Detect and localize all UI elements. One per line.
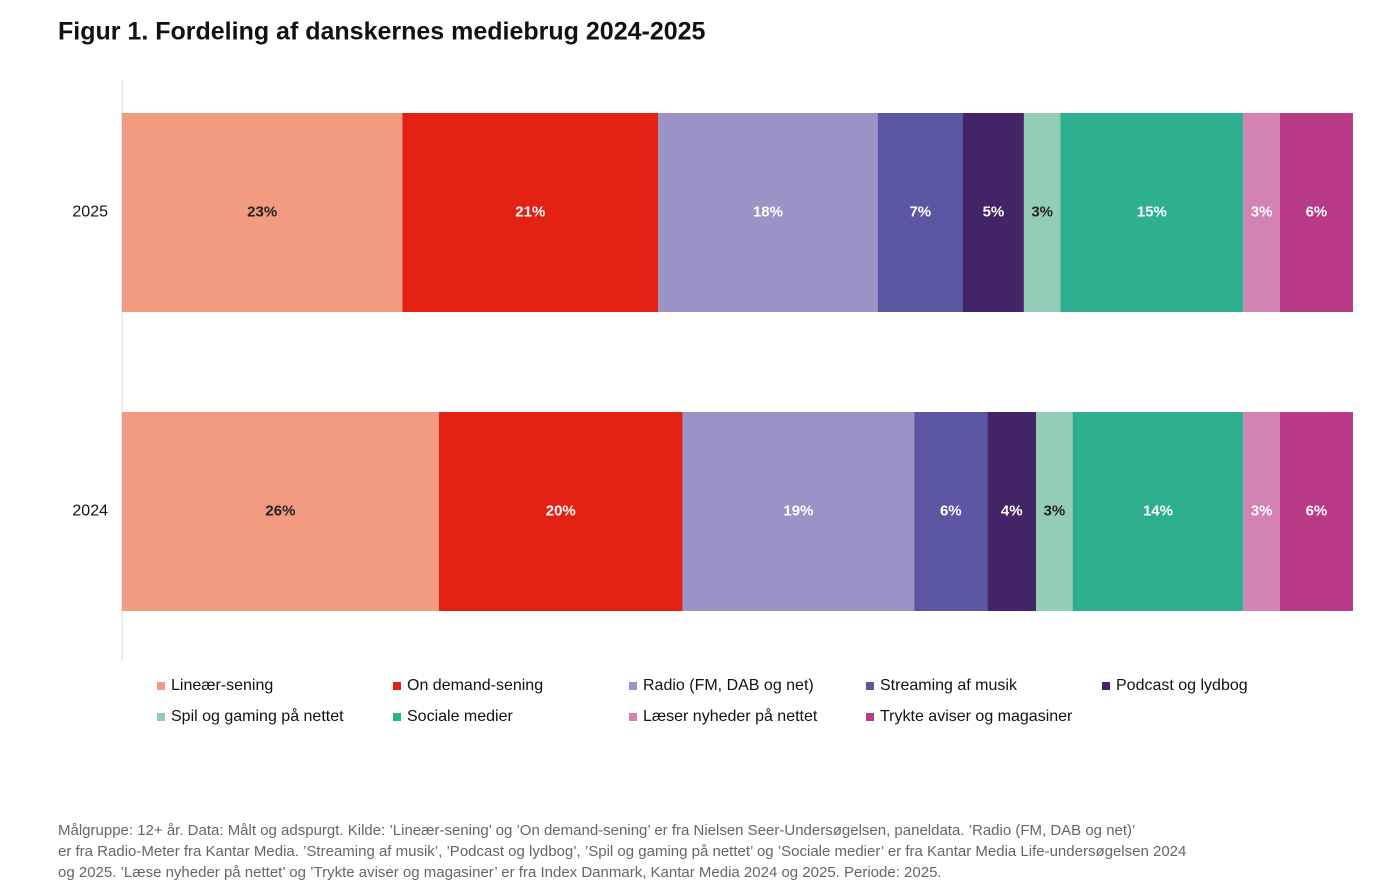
bar-segment — [1243, 113, 1280, 312]
bar-segment — [914, 412, 988, 611]
bar-segment — [402, 113, 659, 312]
legend-label: Podcast og lydbog — [1116, 677, 1248, 694]
legend-label: Trykte aviser og magasiner — [880, 708, 1073, 725]
legend-swatch — [866, 713, 874, 721]
data-label: 6% — [940, 502, 962, 519]
data-label: 5% — [983, 203, 1005, 220]
bar-segment — [962, 113, 1024, 312]
bar-segment — [438, 412, 683, 611]
legend-label: Lineær-sening — [171, 677, 273, 694]
bar-segment — [658, 113, 878, 312]
legend-swatch — [1102, 682, 1110, 690]
bar-segment — [1072, 412, 1244, 611]
y-tick-label: 2024 — [72, 503, 108, 520]
legend-swatch — [157, 682, 165, 690]
legend-swatch — [157, 713, 165, 721]
legend-swatch — [866, 682, 874, 690]
legend-swatch — [393, 682, 401, 690]
footnote: er fra Radio-Meter fra Kantar Media. ’St… — [58, 843, 1186, 860]
footnote: Målgruppe: 12+ år. Data: Målt og adspurg… — [58, 822, 1135, 839]
bar-segment — [1023, 113, 1061, 312]
data-label: 3% — [1031, 203, 1053, 220]
data-label: 14% — [1143, 502, 1173, 519]
bar-segment — [1060, 113, 1244, 312]
data-label: 26% — [265, 502, 295, 519]
data-label: 19% — [783, 502, 813, 519]
bar-segment — [122, 412, 439, 611]
data-label: 4% — [1001, 502, 1023, 519]
legend-label: Radio (FM, DAB og net) — [643, 677, 814, 694]
bar-segment — [1243, 412, 1280, 611]
legend-label: Læser nyheder på nettet — [643, 707, 818, 725]
y-tick-label: 2025 — [72, 204, 108, 221]
legend-swatch — [629, 682, 637, 690]
footnote: og 2025. ’Læse nyheder på nettet’ og ’Tr… — [58, 864, 942, 881]
chart-title: Figur 1. Fordeling af danskernes mediebr… — [58, 18, 706, 46]
bar-segment — [1279, 412, 1353, 611]
bar-segment — [987, 412, 1037, 611]
legend-label: Spil og gaming på nettet — [171, 707, 344, 725]
data-label: 15% — [1137, 203, 1167, 220]
data-label: 23% — [247, 203, 277, 220]
data-label: 3% — [1044, 502, 1066, 519]
bar-segment — [1036, 412, 1073, 611]
bar-segment — [1279, 113, 1353, 312]
data-label: 3% — [1251, 203, 1273, 220]
bar-segment — [122, 113, 403, 312]
data-label: 6% — [1306, 502, 1328, 519]
bar-segment — [682, 412, 915, 611]
data-label: 7% — [909, 203, 931, 220]
data-label: 18% — [753, 203, 783, 220]
legend-label: Streaming af musik — [880, 677, 1018, 694]
legend-label: Sociale medier — [407, 708, 514, 725]
legend-swatch — [393, 713, 401, 721]
data-label: 3% — [1251, 502, 1273, 519]
data-label: 21% — [515, 203, 545, 220]
data-label: 6% — [1306, 203, 1328, 220]
bar-segment — [877, 113, 963, 312]
legend-swatch — [629, 713, 637, 721]
legend-label: On demand-sening — [407, 677, 543, 694]
data-label: 20% — [546, 502, 576, 519]
